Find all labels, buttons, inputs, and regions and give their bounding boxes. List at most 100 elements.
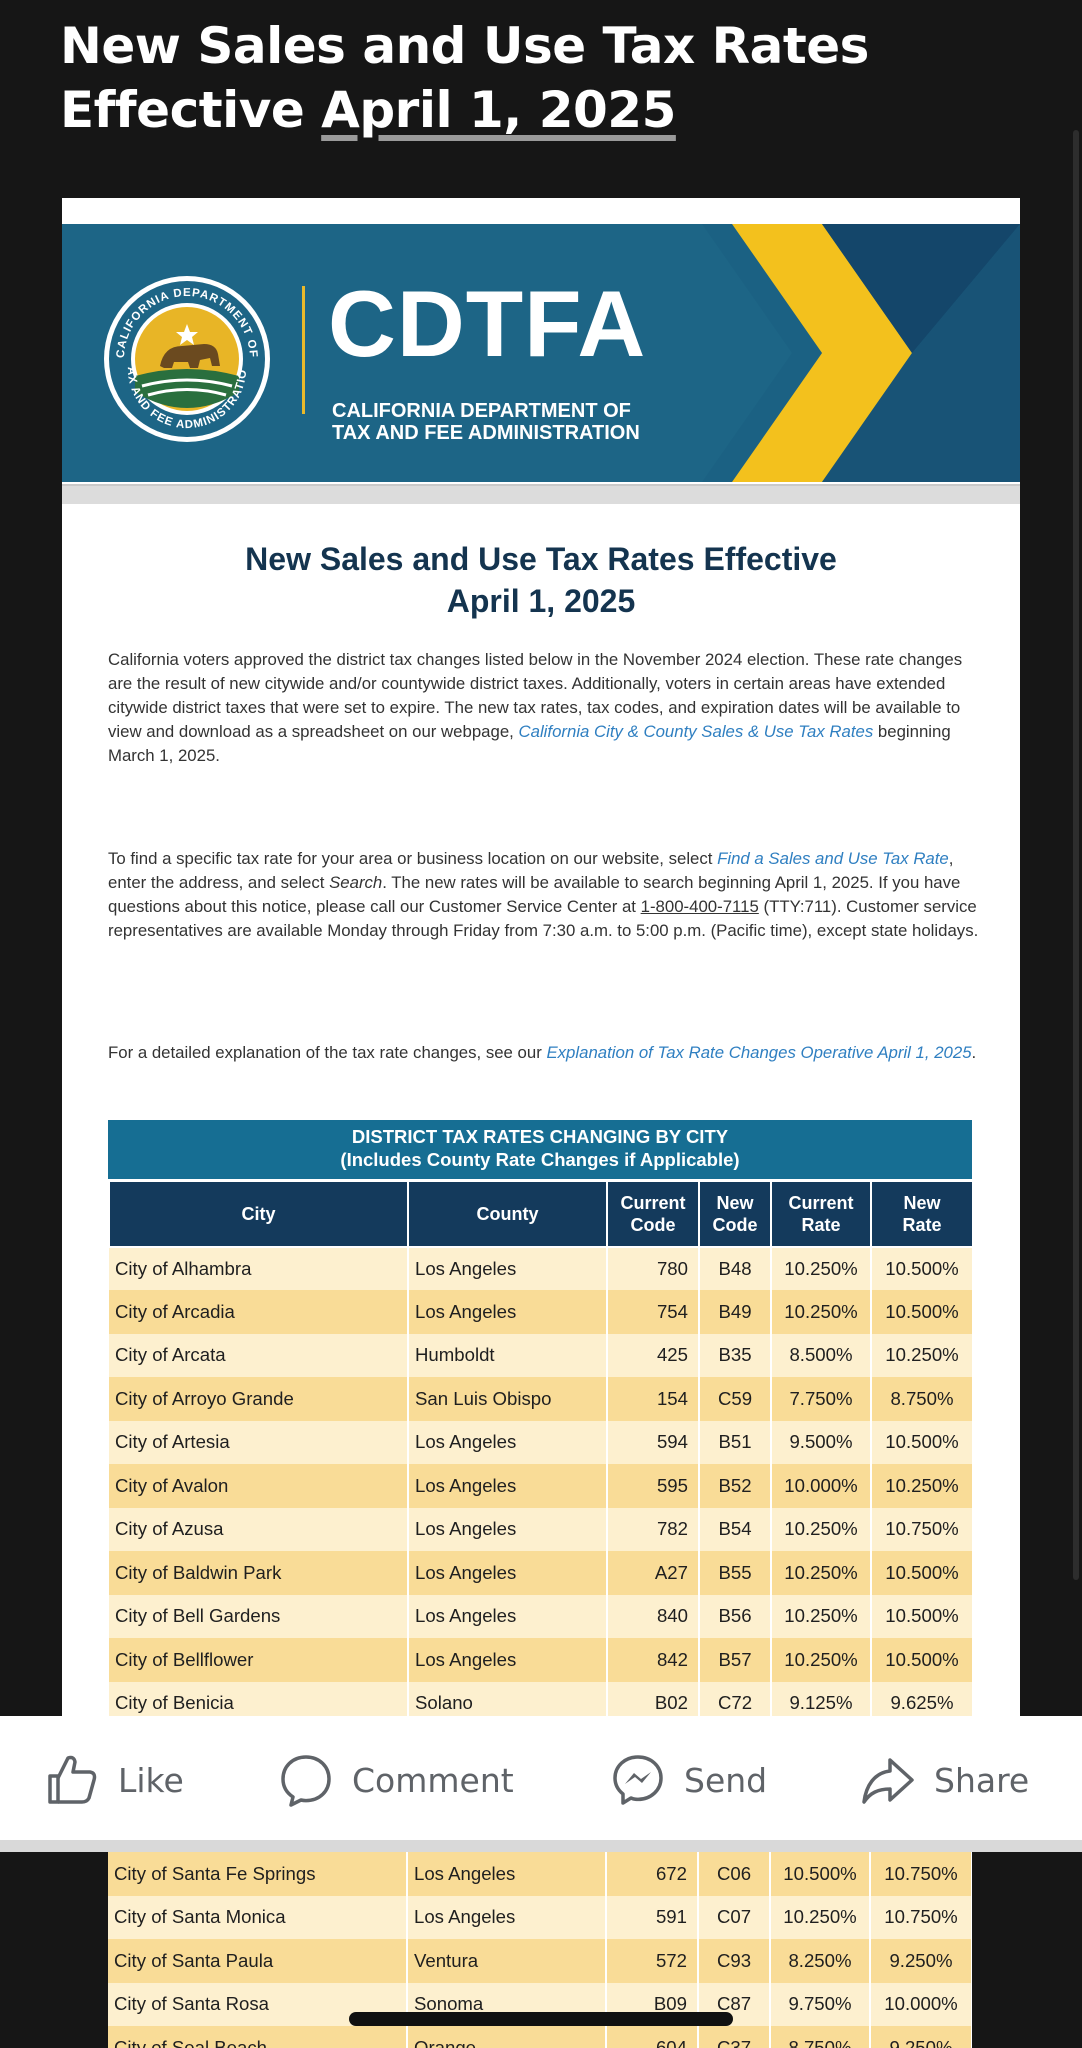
cell-current-code: 572	[606, 1939, 699, 1983]
cell-new-rate: 9.250%	[870, 2026, 972, 2048]
share-button[interactable]: Share	[860, 1756, 1029, 1804]
cell-new-rate: 10.500%	[871, 1551, 974, 1595]
banner-divider	[302, 286, 305, 414]
paragraph-explanation: For a detailed explanation of the tax ra…	[108, 1043, 977, 1062]
cell-new-code: C93	[698, 1939, 771, 1983]
cell-county: Los Angeles	[407, 1852, 607, 1896]
cell-current-rate: 8.750%	[770, 2026, 871, 2048]
cell-county: Solano	[408, 1681, 608, 1716]
phone-link[interactable]: 1-800-400-7115	[640, 897, 759, 916]
cdtfa-seal-icon: CALIFORNIA DEPARTMENT OF TAX AND FEE ADM…	[102, 274, 270, 442]
cell-current-rate: 10.250%	[771, 1507, 872, 1551]
cell-new-rate: 10.500%	[871, 1638, 974, 1682]
cell-county: Sonoma	[407, 1982, 607, 2026]
table-row: City of Baldwin Park Los Angeles A27 B55 10.…	[109, 1551, 974, 1595]
cell-current-code: 840	[607, 1594, 700, 1638]
cell-current-code: 595	[607, 1464, 700, 1508]
cell-county: Los Angeles	[408, 1551, 608, 1595]
cell-current-code: 425	[607, 1333, 700, 1377]
cell-new-code: B52	[699, 1464, 772, 1508]
document-image-continued[interactable]: City of Santa Fe Springs Los Angeles 672 C0…	[108, 1852, 972, 2048]
cell-new-rate: 10.500%	[871, 1290, 974, 1334]
cell-new-rate: 10.250%	[871, 1464, 974, 1508]
cell-city: City of Arcadia	[109, 1290, 409, 1334]
cell-current-code: 780	[607, 1246, 700, 1290]
header-city: City	[108, 1179, 409, 1248]
table-row: City of Avalon Los Angeles 595 B52 10.000% 10…	[109, 1464, 974, 1508]
share-label: Share	[934, 1760, 1030, 1800]
paragraph-intro: California voters approved the district …	[108, 650, 963, 765]
cell-new-code: B57	[699, 1638, 772, 1682]
table-row: City of Santa Monica Los Angeles 591 C07 10.…	[108, 1895, 972, 1939]
cell-city: City of Baldwin Park	[109, 1551, 409, 1595]
home-indicator[interactable]	[349, 2012, 733, 2026]
rates-webpage-link[interactable]: California City & County Sales & Use Tax…	[518, 722, 874, 741]
cell-current-rate: 9.750%	[770, 1982, 871, 2026]
header-current-rate: Current Rate	[770, 1179, 872, 1248]
cell-new-rate: 10.500%	[871, 1594, 974, 1638]
cell-current-rate: 10.250%	[771, 1246, 872, 1290]
cell-current-rate: 9.125%	[771, 1681, 872, 1716]
rates-table-continued: City of Santa Fe Springs Los Angeles 672 C0…	[108, 1852, 972, 2048]
cell-new-code: B49	[699, 1290, 772, 1334]
header-county: County	[407, 1179, 608, 1248]
cell-city: City of Alhambra	[109, 1246, 409, 1290]
cell-new-rate: 9.250%	[870, 1939, 972, 1983]
cell-new-rate: 10.250%	[871, 1333, 974, 1377]
post-title-date-link[interactable]: April 1, 2025	[321, 81, 676, 139]
comment-label: Comment	[352, 1760, 514, 1800]
cell-county: Los Angeles	[408, 1246, 608, 1290]
explanation-link[interactable]: Explanation of Tax Rate Changes Operativ…	[546, 1043, 972, 1062]
cell-new-rate: 10.750%	[870, 1895, 972, 1939]
comment-button[interactable]: Comment	[278, 1755, 514, 1807]
table-row: City of Bellflower Los Angeles 842 B57 10.25…	[109, 1638, 974, 1682]
cell-current-code: B02	[607, 1681, 700, 1716]
cell-new-code: B51	[699, 1420, 772, 1464]
cell-city: City of Santa Monica	[108, 1895, 408, 1939]
cell-current-rate: 10.250%	[771, 1290, 872, 1334]
table-row: City of Bell Gardens Los Angeles 840 B56 10.…	[109, 1594, 974, 1638]
header-new-code: New Code	[698, 1179, 772, 1248]
cell-current-rate: 10.250%	[771, 1551, 872, 1595]
cell-city: City of Seal Beach	[108, 2026, 408, 2048]
table-body: City of Alhambra Los Angeles 780 B48 10.250%…	[109, 1246, 974, 1716]
send-button[interactable]: Send	[610, 1755, 767, 1805]
cell-county: Los Angeles	[407, 1895, 607, 1939]
post-title: New Sales and Use Tax Rates Effective Ap…	[60, 14, 1020, 142]
cell-new-rate: 10.750%	[870, 1852, 972, 1896]
table-body-continued: City of Santa Fe Springs Los Angeles 672 C0…	[108, 1852, 972, 2048]
table-row: City of Santa Rosa Sonoma B09 C87 9.750% 10.0…	[108, 1982, 972, 2026]
document-image[interactable]: CALIFORNIA DEPARTMENT OF TAX AND FEE ADM…	[62, 198, 1020, 1716]
cell-current-rate: 7.750%	[771, 1377, 872, 1421]
table-row: City of Santa Fe Springs Los Angeles 672 C0…	[108, 1852, 972, 1896]
cell-current-code: A27	[607, 1551, 700, 1595]
cell-city: City of Benicia	[109, 1681, 409, 1716]
header-current-code: Current Code	[606, 1179, 700, 1248]
cell-new-code: B48	[699, 1246, 772, 1290]
cell-county: Los Angeles	[408, 1507, 608, 1551]
like-button[interactable]: Like	[44, 1755, 184, 1804]
cell-new-rate: 8.750%	[871, 1377, 974, 1421]
cell-current-code: 604	[606, 2026, 699, 2048]
table-row: City of Arcadia Los Angeles 754 B49 10.250% 1…	[109, 1290, 974, 1334]
action-bar-divider	[0, 1840, 1082, 1852]
header-new-rate: New Rate	[870, 1179, 974, 1248]
cell-current-code: 672	[606, 1852, 699, 1896]
cell-current-rate: 8.250%	[770, 1939, 871, 1983]
cell-city: City of Santa Paula	[108, 1939, 408, 1983]
post-action-bar: Like Comment Send Share	[0, 1716, 1082, 1852]
cell-new-rate: 10.500%	[871, 1420, 974, 1464]
cell-new-code: C07	[698, 1895, 771, 1939]
scrollbar[interactable]	[1073, 130, 1079, 1580]
cell-current-rate: 10.250%	[770, 1895, 871, 1939]
banner-bottom-strip	[62, 484, 1020, 504]
cell-current-code: 782	[607, 1507, 700, 1551]
cell-city: City of Bellflower	[109, 1638, 409, 1682]
cell-new-code: C06	[698, 1852, 771, 1896]
cell-current-rate: 8.500%	[771, 1333, 872, 1377]
find-tax-rate-link[interactable]: Find a Sales and Use Tax Rate	[717, 849, 949, 868]
cell-current-code: 842	[607, 1638, 700, 1682]
cell-county: Los Angeles	[408, 1420, 608, 1464]
table-row: City of Azusa Los Angeles 782 B54 10.250% 10.…	[109, 1507, 974, 1551]
cell-new-rate: 10.500%	[871, 1246, 974, 1290]
